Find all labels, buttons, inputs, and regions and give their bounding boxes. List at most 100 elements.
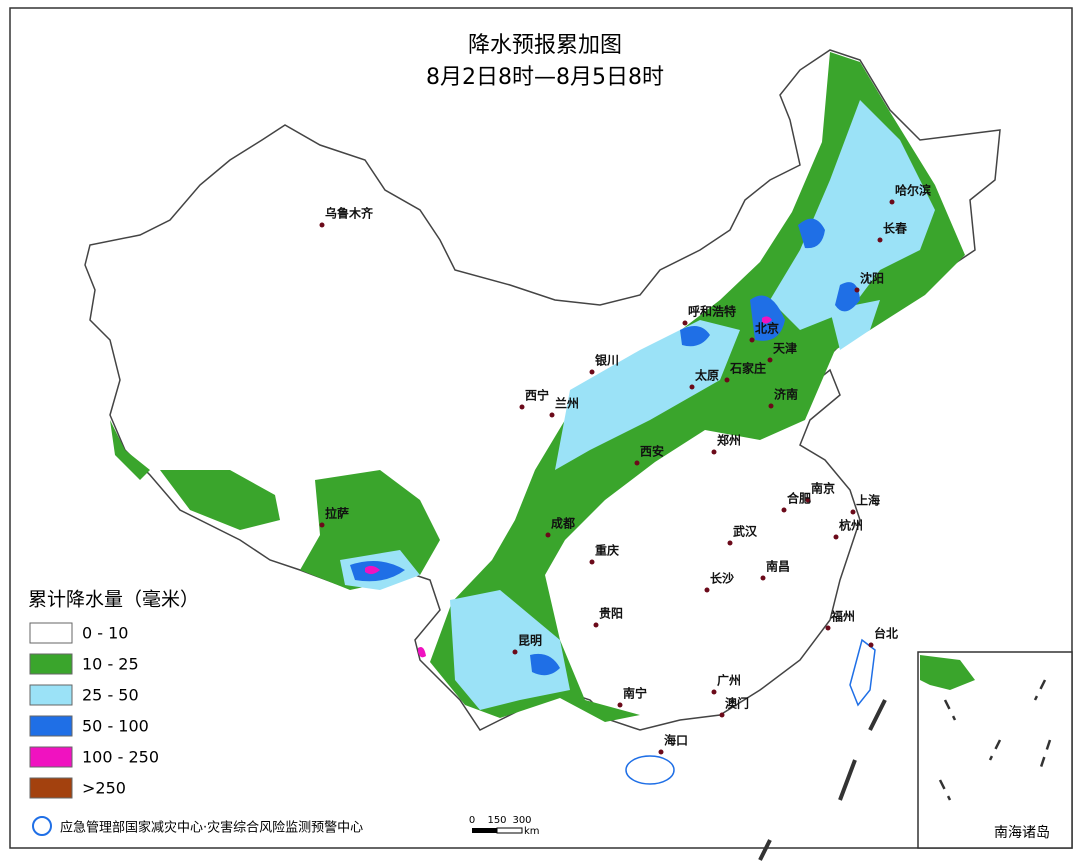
legend-label: 10 - 25 — [82, 655, 139, 674]
rain-10-25 — [110, 420, 440, 590]
city-label: 成都 — [551, 516, 575, 531]
city-label: 澳门 — [725, 696, 749, 711]
city-label: 哈尔滨 — [895, 183, 931, 198]
city-dot — [767, 357, 773, 363]
city-dot — [719, 712, 725, 718]
city-label: 天津 — [773, 341, 797, 356]
scale-tick: 150 — [487, 815, 506, 826]
scale-bar: km 0 150 300 — [469, 815, 540, 837]
city-label: 长沙 — [710, 571, 734, 586]
city-dot — [868, 642, 874, 648]
city-label: 南京 — [811, 481, 835, 496]
hainan-island — [625, 755, 675, 785]
city-label: 南宁 — [623, 686, 647, 701]
city-label: 西安 — [640, 444, 664, 459]
taiwan-island — [849, 638, 876, 707]
city-dot — [805, 497, 811, 503]
city-label: 太原 — [695, 368, 719, 383]
city-dot — [319, 522, 325, 528]
scale-tick: 300 — [512, 815, 531, 826]
city-dot — [724, 377, 730, 383]
city-label: 银川 — [595, 353, 619, 368]
city-label: 上海 — [856, 493, 880, 508]
city-label: 台北 — [874, 626, 898, 641]
scale-unit: km — [524, 826, 540, 837]
legend-swatch — [29, 622, 73, 644]
legend-swatch — [29, 777, 73, 799]
city-dot — [760, 575, 766, 581]
city-label: 长春 — [883, 221, 908, 236]
city-dot — [825, 625, 831, 631]
city-label: 重庆 — [595, 543, 619, 558]
city-label: 石家庄 — [729, 361, 766, 376]
city-dot — [877, 237, 883, 243]
inset-label: 南海诸岛 — [994, 825, 1050, 841]
scale-tick: 0 — [469, 815, 475, 826]
city-label: 海口 — [664, 733, 688, 748]
city-label: 昆明 — [518, 634, 542, 648]
city-dot — [617, 702, 623, 708]
city-label: 济南 — [774, 387, 798, 402]
inset-rain — [920, 655, 975, 690]
city-dot — [545, 532, 551, 538]
legend: 累计降水量（毫米） 0 - 10 10 - 25 25 - 50 50 - 100 10… — [28, 589, 199, 799]
map-subtitle: 8月2日8时—8月5日8时 — [426, 65, 664, 90]
city-dot — [634, 460, 640, 466]
legend-label: 0 - 10 — [82, 624, 128, 643]
city-dot — [711, 449, 717, 455]
city-dot — [689, 384, 695, 390]
city-dot — [781, 507, 787, 513]
city-dot — [589, 369, 595, 375]
city-label: 拉萨 — [325, 506, 349, 521]
city-label: 广州 — [717, 673, 741, 688]
city-dot — [593, 622, 599, 628]
city-dot — [711, 689, 717, 695]
city-label: 南昌 — [766, 559, 790, 574]
legend-label: >250 — [82, 779, 126, 798]
city-dot — [682, 320, 688, 326]
city-label: 呼和浩特 — [688, 304, 736, 319]
city-label: 北京 — [755, 321, 779, 336]
legend-label: 100 - 250 — [82, 748, 159, 767]
city-label: 沈阳 — [860, 271, 884, 286]
city-label: 西宁 — [525, 388, 549, 403]
legend-label: 50 - 100 — [82, 717, 149, 736]
city-dot — [854, 287, 860, 293]
legend-swatch — [29, 653, 73, 675]
city-dot — [549, 412, 555, 418]
city-dot — [658, 749, 664, 755]
rain-25-50 — [340, 100, 935, 710]
city-label: 杭州 — [839, 518, 863, 533]
city-label: 合肥 — [787, 491, 811, 506]
city-dot — [727, 540, 733, 546]
footer: 应急管理部国家减灾中心·灾害综合风险监测预警中心 — [60, 820, 363, 836]
inset-frame — [917, 651, 1073, 849]
city-label: 兰州 — [555, 396, 579, 411]
legend-title: 累计降水量（毫米） — [28, 589, 199, 611]
scale-bar-rect — [496, 827, 523, 834]
logo — [32, 816, 52, 836]
map-title: 降水预报累加图 — [468, 33, 622, 58]
city-label: 贵阳 — [599, 606, 623, 621]
city-label: 福州 — [830, 609, 855, 624]
city-dot — [704, 587, 710, 593]
city-dot — [889, 199, 895, 205]
legend-swatch — [29, 715, 73, 737]
legend-swatch — [29, 684, 73, 706]
city-label: 武汉 — [733, 524, 758, 539]
city-label: 郑州 — [717, 433, 741, 448]
city-dot — [512, 649, 518, 655]
city-dot — [519, 404, 525, 410]
city-dot — [749, 337, 755, 343]
city-label: 乌鲁木齐 — [325, 206, 374, 221]
city-dot — [768, 403, 774, 409]
legend-label: 25 - 50 — [82, 686, 139, 705]
city-dot — [319, 222, 325, 228]
legend-swatch — [29, 746, 73, 768]
city-dot — [850, 509, 856, 515]
boundary-dash — [758, 699, 887, 861]
city-dot — [833, 534, 839, 540]
city-dot — [589, 559, 595, 565]
